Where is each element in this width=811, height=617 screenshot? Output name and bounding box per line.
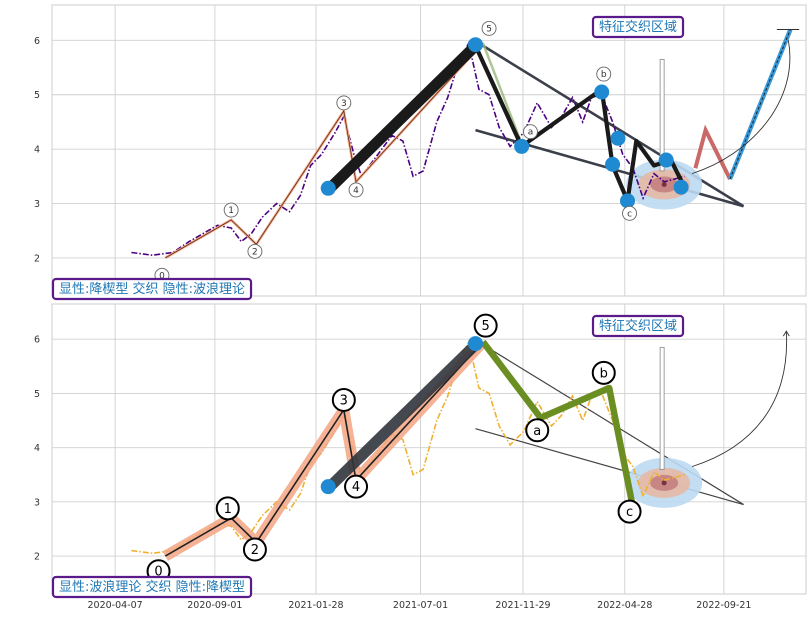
x-tick-label: 2020-04-07 [88,600,143,611]
y-tick-label: 5 [34,90,40,101]
wave3-band [324,340,480,493]
y-tick-label: 6 [34,36,40,47]
wave-label-0: 0 [159,271,165,281]
axis-ticks: 2 3 4 5 6 2 3 4 5 6 2020-04-07 2020-09-01 2021-01-28… [34,36,752,611]
wave-label-circle [242,537,267,562]
wave-label-0: 0 [154,565,162,580]
wave-node-marker [320,180,336,196]
badge-left-text: 显性:波浪理论 交织 隐性:降楔型 [59,579,245,595]
top-panel: 0 1 2 3 4 5 a b c 显性:降楔型 交织 隐性:波浪理论 特征交织区域 [51,15,800,301]
wave-node-marker [467,336,483,352]
badge-right [591,314,685,338]
wave-node-marker [620,193,636,209]
zone-center-dot [661,181,667,187]
impulse-wave-line [165,42,484,259]
x-tick-label: 2021-11-29 [495,600,550,611]
wave-label-circle [348,182,364,198]
wave-label-4: 4 [353,186,359,196]
wave-label-circle [481,20,497,36]
wave-node-marker [514,138,530,154]
wave-label-circle [525,418,550,443]
wave-label-b: b [600,366,608,381]
x-tick-label: 2022-09-21 [696,600,751,611]
wave-label-3: 3 [341,99,347,109]
price-series-line [131,40,685,257]
wave-label-circle [215,496,240,521]
wave-label-b: b [601,70,607,80]
wave-label-3: 3 [340,393,348,408]
y-tick-label: 3 [34,199,40,210]
projection-arc [691,331,787,468]
chart-background [51,4,807,595]
wave-label-circle [247,243,263,259]
x-tick-label: 2020-09-01 [187,600,242,611]
wave-label-a: a [533,424,541,439]
y-tick-label: 3 [34,497,40,508]
wave-node-marker [605,156,621,172]
wave-label-c: c [627,209,632,219]
wave-label-circle [344,474,369,499]
wave-label-2: 2 [251,543,259,558]
wave-label-5: 5 [486,24,492,34]
wave-label-circle [523,124,538,140]
badge-left [51,277,253,301]
zone-center-dot [661,480,667,486]
projection-arrowhead [782,330,790,337]
wave-label-a: a [528,128,534,138]
wave-label-circle [591,360,616,385]
wave-label-circle [223,202,239,218]
badge-right [591,15,685,39]
x-tick-label: 2021-01-28 [288,600,343,611]
y-tick-label: 6 [34,335,40,346]
wave-node-marker [673,179,689,195]
wave-node-marker [467,37,483,53]
wave-label-1: 1 [228,206,234,216]
y-tick-label: 4 [34,443,40,454]
badge-right-text: 特征交织区域 [599,19,677,35]
badge-right-text: 特征交织区域 [599,318,677,334]
zone-pointer-bar [659,58,665,172]
x-tick-label: 2022-04-28 [597,600,652,611]
wave-label-2: 2 [252,247,258,257]
projection-arc [691,40,791,175]
zone-pointer-bar [659,346,665,470]
bottom-panel: 0 1 2 3 4 5 a b c 显性:波浪理论 交织 隐性:降楔型 特征交织区域 [51,313,790,599]
wave-label-1: 1 [224,502,232,517]
impulse-wave-line [164,341,484,557]
wave-node-marker [658,152,674,168]
wave-label-c: c [626,505,633,520]
wave-label-circle [336,95,352,111]
wave-label-circle [596,66,612,82]
wave-a-line [481,42,523,145]
projection-zigzag-red [693,124,732,180]
wave-label-circle [473,313,498,338]
wave-node-marker [594,84,610,100]
correction-wave-line [480,339,637,508]
projection-line-dash [729,29,791,180]
y-tick-label: 4 [34,145,40,156]
y-tick-label: 2 [34,253,40,264]
badge-left-text: 显性:降楔型 交织 隐性:波浪理论 [59,281,245,297]
wave-node-marker [320,479,336,495]
wave-label-circle [331,387,356,412]
wave-label-4: 4 [352,480,360,495]
badge-left [51,575,253,599]
x-tick-label: 2021-07-01 [393,600,448,611]
wave3-band [324,41,480,194]
wave-label-5: 5 [482,319,490,334]
wave-label-circle [617,499,642,524]
y-tick-label: 5 [34,389,40,400]
wave-label-circle [622,205,637,221]
wave-node-marker [610,130,626,146]
y-tick-label: 2 [34,552,40,563]
